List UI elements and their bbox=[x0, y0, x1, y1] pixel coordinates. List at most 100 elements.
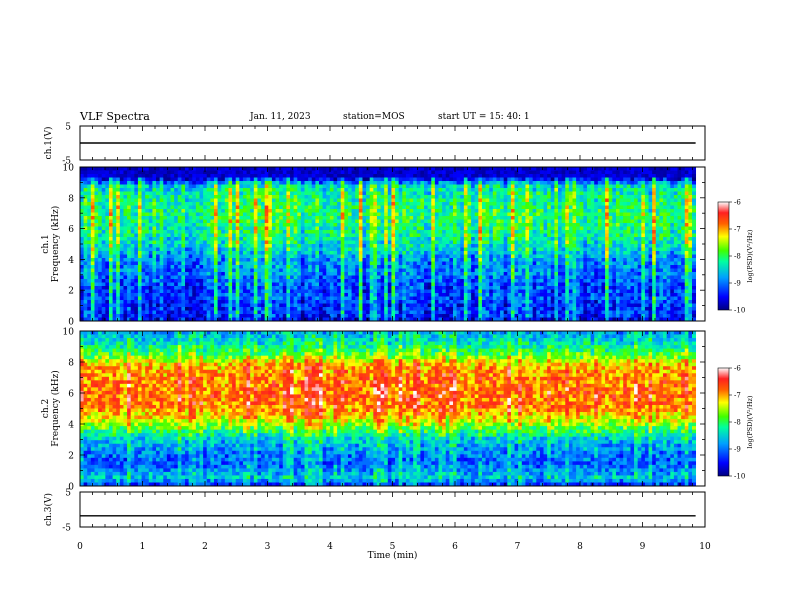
spectrogram-cell bbox=[221, 251, 226, 255]
spectrogram-cell bbox=[431, 317, 436, 322]
spectrogram-cell bbox=[242, 275, 247, 280]
spectrogram-cell bbox=[264, 198, 269, 203]
spectrogram-cell bbox=[246, 279, 251, 283]
spectrogram-cell bbox=[380, 202, 385, 206]
spectrogram-cell bbox=[166, 237, 171, 241]
spectrogram-cell bbox=[405, 223, 410, 227]
spectrogram-cell bbox=[192, 202, 197, 206]
spectrogram-cell bbox=[416, 205, 421, 210]
spectrogram-cell bbox=[326, 240, 331, 245]
spectrogram-cell bbox=[170, 282, 175, 287]
spectrogram-cell bbox=[286, 244, 291, 248]
spectrogram-cell bbox=[185, 307, 190, 311]
spectrogram-cell bbox=[474, 216, 479, 220]
spectrogram-cell bbox=[326, 275, 331, 280]
spectrogram-cell bbox=[431, 296, 436, 301]
spectrogram-cell bbox=[391, 209, 396, 213]
spectrogram-cell bbox=[286, 202, 291, 206]
spectrogram-cell bbox=[322, 184, 327, 189]
spectrogram-cell bbox=[485, 198, 490, 203]
spectrogram-cell bbox=[293, 258, 298, 262]
spectrogram-cell bbox=[362, 209, 367, 213]
spectrogram-cell bbox=[166, 202, 171, 206]
spectrogram-cell bbox=[166, 177, 171, 182]
spectrogram-cell bbox=[221, 286, 226, 290]
spectrogram-cell bbox=[329, 230, 334, 234]
spectrogram-cell bbox=[228, 289, 233, 294]
spectrogram-cell bbox=[438, 317, 443, 322]
spectrogram-cell bbox=[239, 219, 244, 224]
spectrogram-cell bbox=[87, 205, 92, 210]
spectrogram-cell bbox=[127, 268, 132, 273]
spectrogram-cell bbox=[239, 209, 244, 213]
spectrogram-cell bbox=[329, 244, 334, 248]
spectrogram-cell bbox=[137, 247, 142, 252]
spectrogram-cell bbox=[344, 230, 349, 234]
spectrogram-cell bbox=[376, 209, 381, 213]
spectrogram-cell bbox=[366, 310, 371, 315]
spectrogram-cell bbox=[366, 244, 371, 248]
spectrogram-cell bbox=[304, 303, 309, 308]
spectrogram-cell bbox=[351, 177, 356, 182]
spectrogram-cell bbox=[141, 268, 146, 273]
spectrogram-cell bbox=[329, 181, 334, 185]
spectrogram-cell bbox=[108, 205, 113, 210]
spectrogram-cell bbox=[174, 230, 179, 234]
spectrogram-cell bbox=[391, 219, 396, 224]
spectrogram-cell bbox=[355, 177, 360, 182]
spectrogram-cell bbox=[250, 202, 255, 206]
spectrogram-cell bbox=[384, 205, 389, 210]
spectrogram-cell bbox=[405, 268, 410, 273]
spectrogram-cell bbox=[311, 237, 316, 241]
spectrogram-cell bbox=[337, 198, 342, 203]
spectrogram-cell bbox=[170, 191, 175, 196]
spectrogram-cell bbox=[101, 254, 106, 259]
spectrogram-cell bbox=[116, 174, 121, 178]
spectrogram-cell bbox=[398, 195, 403, 199]
spectrogram-cell bbox=[119, 237, 124, 241]
spectrogram-cell bbox=[268, 240, 273, 245]
spectrogram-cell bbox=[355, 223, 360, 227]
spectrogram-cell bbox=[112, 223, 117, 227]
spectrogram-cell bbox=[311, 272, 316, 276]
spectrogram-cell bbox=[228, 198, 233, 203]
spectrogram-cell bbox=[206, 314, 211, 318]
spectrogram-cell bbox=[83, 293, 88, 297]
spectrogram-cell bbox=[362, 191, 367, 196]
spectrogram-cell bbox=[242, 202, 247, 206]
spectrogram-cell bbox=[217, 181, 222, 185]
spectrogram-cell bbox=[471, 268, 476, 273]
spectrogram-cell bbox=[456, 289, 461, 294]
spectrogram-cell bbox=[463, 286, 468, 290]
spectrogram-cell bbox=[213, 279, 219, 283]
spectrogram-cell bbox=[293, 296, 298, 301]
spectrogram-cell bbox=[344, 293, 349, 297]
spectrogram-cell bbox=[271, 184, 276, 189]
spectrogram-cell bbox=[148, 275, 153, 280]
spectrogram-cell bbox=[293, 202, 298, 206]
spectrogram-cell bbox=[340, 296, 345, 301]
spectrogram-cell bbox=[94, 247, 99, 252]
spectrogram-cell bbox=[177, 310, 182, 315]
spectrogram-cell bbox=[489, 230, 494, 234]
spectrogram-cell bbox=[271, 275, 276, 280]
spectrogram-cell bbox=[391, 237, 396, 241]
spectrogram-cell bbox=[159, 303, 164, 308]
spectrogram-cell bbox=[152, 240, 157, 245]
spectrogram-cell bbox=[322, 275, 327, 280]
spectrogram-cell bbox=[261, 223, 266, 227]
spectrogram-cell bbox=[156, 272, 161, 276]
spectrogram-cell bbox=[221, 279, 226, 283]
spectrogram-cell bbox=[221, 174, 226, 178]
spectrogram-cell bbox=[163, 307, 168, 311]
spectrogram-cell bbox=[340, 307, 345, 311]
spectrogram-cell bbox=[460, 303, 465, 308]
spectrogram-cell bbox=[116, 205, 121, 210]
spectrogram-cell bbox=[442, 184, 447, 189]
spectrogram-cell bbox=[445, 307, 450, 311]
spectrogram-cell bbox=[80, 275, 85, 280]
spectrogram-cell bbox=[185, 219, 190, 224]
spectrogram-cell bbox=[224, 275, 229, 280]
spectrogram-cell bbox=[434, 219, 439, 224]
spectrogram-cell bbox=[409, 282, 414, 287]
